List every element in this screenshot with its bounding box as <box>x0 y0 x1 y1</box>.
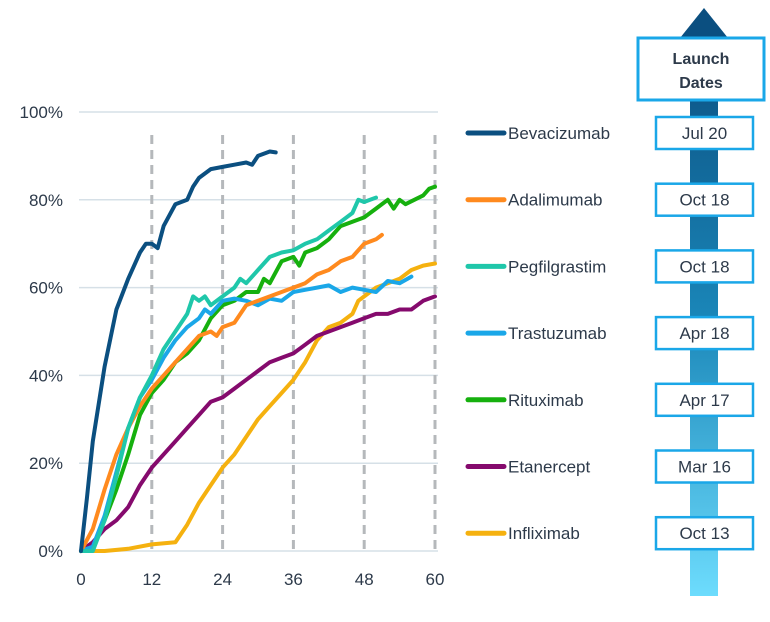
launch-date-box <box>654 249 755 284</box>
series-line-etanercept <box>79 294 437 553</box>
legend: Bevacizumab Adalimumab Pegfilgrastim Trastu… <box>465 124 610 543</box>
legend-label: Etanercept <box>508 458 590 477</box>
series-line-rituximab <box>79 184 437 553</box>
x-tick-label: 48 <box>355 570 374 589</box>
x-tick-label: 12 <box>142 570 161 589</box>
launch-date-label: Apr 17 <box>679 391 729 410</box>
launch-date-box <box>654 449 755 484</box>
x-tick-label: 24 <box>213 570 232 589</box>
y-tick-label: 20% <box>29 454 63 473</box>
launch-date-label: Jul 20 <box>682 124 727 143</box>
launch-date-label: Oct 18 <box>679 191 729 210</box>
launch-date-label: Oct 13 <box>679 524 729 543</box>
launch-arrow-head-icon <box>680 8 728 38</box>
y-tick-label: 40% <box>29 366 63 385</box>
series-line-pegfilgrastim <box>79 195 378 553</box>
grid <box>79 111 438 552</box>
x-axis: 0 12 24 36 48 60 <box>76 570 444 589</box>
launch-date-box <box>654 182 755 217</box>
legend-label: Trastuzumab <box>508 324 607 343</box>
x-tick-label: 60 <box>426 570 445 589</box>
launch-date-label: Mar 16 <box>678 458 731 477</box>
launch-dates-panel: Launch Dates Jul 20 Oct 18 Oct 18 Apr 18 Apr… <box>636 8 766 596</box>
y-tick-label: 100% <box>20 103 63 122</box>
legend-label: Adalimumab <box>508 191 603 210</box>
launch-date-box <box>654 315 755 351</box>
launch-date-label: Apr 18 <box>679 324 729 343</box>
x-tick-label: 36 <box>284 570 303 589</box>
y-axis: 0% 20% 40% 60% 80% 100% <box>20 103 63 561</box>
x-tick-label: 0 <box>76 570 85 589</box>
y-tick-label: 60% <box>29 279 63 298</box>
launch-date-box <box>654 382 755 418</box>
y-tick-label: 0% <box>38 542 63 561</box>
y-tick-label: 80% <box>29 191 63 210</box>
legend-label: Bevacizumab <box>508 124 610 143</box>
launch-title-box <box>636 36 766 102</box>
legend-label: Infliximab <box>508 524 580 543</box>
series-lines <box>79 149 437 553</box>
legend-label: Rituximab <box>508 391 584 410</box>
launch-date-box <box>654 115 755 151</box>
launch-title-line2: Dates <box>679 75 723 92</box>
launch-date-label: Oct 18 <box>679 257 729 276</box>
legend-label: Pegfilgrastim <box>508 257 606 276</box>
launch-title-line1: Launch <box>673 51 730 68</box>
launch-date-box <box>654 515 755 551</box>
series-line-bevacizumab <box>79 149 278 553</box>
